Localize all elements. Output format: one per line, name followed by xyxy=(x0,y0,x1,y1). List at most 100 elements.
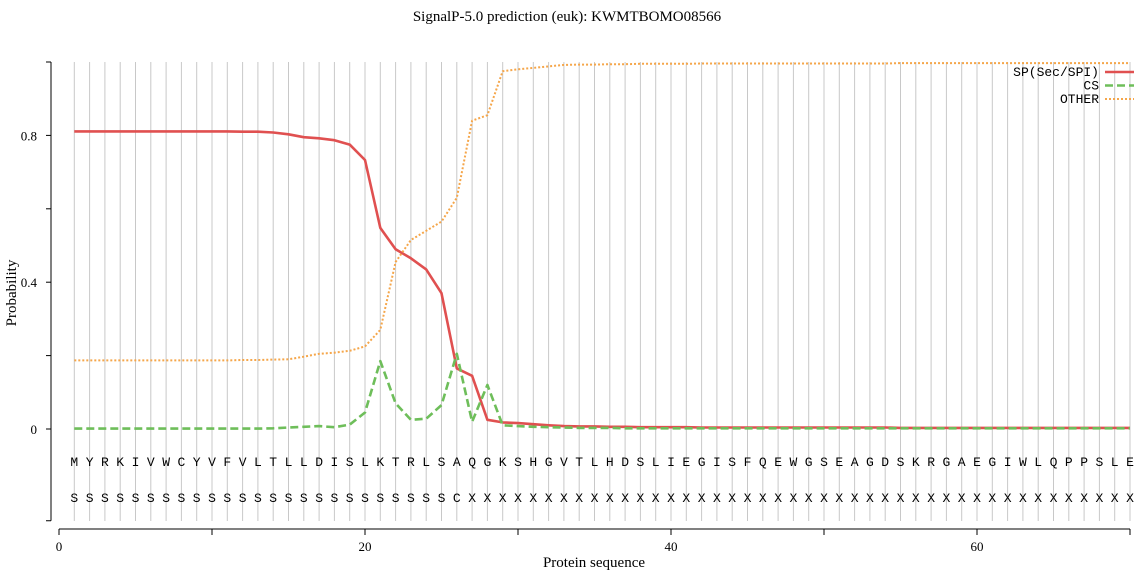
sequence-letter: Q xyxy=(759,455,767,470)
label-letter: X xyxy=(560,491,568,506)
label-letter: X xyxy=(529,491,537,506)
label-letter: S xyxy=(193,491,201,506)
label-letter: X xyxy=(652,491,660,506)
label-letter: S xyxy=(361,491,369,506)
sequence-letter: S xyxy=(820,455,828,470)
sequence-letter: A xyxy=(958,455,966,470)
x-axis-title: Protein sequence xyxy=(543,555,645,571)
sequence-letter: S xyxy=(1095,455,1103,470)
label-letter: X xyxy=(866,491,874,506)
label-letter: X xyxy=(789,491,797,506)
label-letter: X xyxy=(759,491,767,506)
label-letter: X xyxy=(591,491,599,506)
sequence-letter: V xyxy=(239,455,247,470)
sequence-letter: E xyxy=(774,455,782,470)
sequence-letter: W xyxy=(162,455,170,470)
sequence-letter: I xyxy=(667,455,675,470)
label-letter: X xyxy=(545,491,553,506)
label-letter: X xyxy=(897,491,905,506)
label-letter: X xyxy=(1019,491,1027,506)
label-letter: X xyxy=(744,491,752,506)
series-line-other xyxy=(74,62,1130,362)
label-letter: X xyxy=(713,491,721,506)
sequence-letter: A xyxy=(453,455,461,470)
label-letter: S xyxy=(407,491,415,506)
label-letter: S xyxy=(392,491,400,506)
label-letter: X xyxy=(1034,491,1042,506)
sequence-letter: K xyxy=(499,455,507,470)
label-letter: S xyxy=(86,491,94,506)
sequence-letter: W xyxy=(1019,455,1027,470)
label-letter: S xyxy=(162,491,170,506)
sequence-letter: G xyxy=(866,455,874,470)
label-letter: S xyxy=(132,491,140,506)
y-axis-title: Probability xyxy=(4,259,20,326)
label-letter: X xyxy=(805,491,813,506)
label-letter: X xyxy=(606,491,614,506)
label-letter: X xyxy=(1065,491,1073,506)
label-letter: X xyxy=(636,491,644,506)
sequence-letter: H xyxy=(529,455,537,470)
sequence-letter: L xyxy=(300,455,308,470)
label-letter: X xyxy=(499,491,507,506)
sequence-letter: L xyxy=(361,455,369,470)
label-letter: S xyxy=(70,491,78,506)
sequence-letter: R xyxy=(101,455,109,470)
label-letter: S xyxy=(285,491,293,506)
label-letter: X xyxy=(1095,491,1103,506)
sequence-letter: G xyxy=(942,455,950,470)
sequence-letter: S xyxy=(346,455,354,470)
sequence-letter: L xyxy=(422,455,430,470)
x-tick-label: 20 xyxy=(359,539,372,554)
sequence-letter: V xyxy=(560,455,568,470)
label-letter: S xyxy=(177,491,185,506)
label-letter: C xyxy=(453,491,461,506)
sequence-letter: S xyxy=(514,455,522,470)
label-letter: X xyxy=(774,491,782,506)
label-letter: X xyxy=(835,491,843,506)
sequence-letter: I xyxy=(713,455,721,470)
label-letter: X xyxy=(621,491,629,506)
label-letter: S xyxy=(147,491,155,506)
label-letter: X xyxy=(851,491,859,506)
label-letter: S xyxy=(300,491,308,506)
label-letter: X xyxy=(958,491,966,506)
sequence-letter: L xyxy=(652,455,660,470)
label-letter: X xyxy=(820,491,828,506)
label-letter: X xyxy=(1004,491,1012,506)
sequence-letter: G xyxy=(483,455,491,470)
sequence-letter: G xyxy=(698,455,706,470)
label-letter: X xyxy=(667,491,675,506)
label-letter: X xyxy=(698,491,706,506)
sequence-letter: S xyxy=(897,455,905,470)
label-letter: X xyxy=(988,491,996,506)
label-letter: X xyxy=(483,491,491,506)
label-letter: S xyxy=(330,491,338,506)
y-axis: 0 0.4 0.8 xyxy=(21,61,52,522)
label-letter: X xyxy=(1111,491,1119,506)
sequence-letter: S xyxy=(438,455,446,470)
legend-label: SP(Sec/SPI) xyxy=(1013,65,1099,80)
label-letter: X xyxy=(682,491,690,506)
label-letter: S xyxy=(315,491,323,506)
x-axis: 0 20 40 60 xyxy=(56,528,1131,554)
y-tick-label: 0.4 xyxy=(21,275,38,290)
label-letter: X xyxy=(881,491,889,506)
label-letter: X xyxy=(973,491,981,506)
label-letter: X xyxy=(468,491,476,506)
sequence-letter: D xyxy=(881,455,889,470)
sequence-letter: S xyxy=(636,455,644,470)
sequence-letter: I xyxy=(330,455,338,470)
label-letter: X xyxy=(1126,491,1134,506)
label-letter: S xyxy=(101,491,109,506)
label-letter: S xyxy=(223,491,231,506)
sequence-letter: Y xyxy=(86,455,94,470)
sequence-letter: V xyxy=(147,455,155,470)
sequence-letter: E xyxy=(1126,455,1134,470)
series-line-cs xyxy=(74,352,1130,430)
sequence-letter: K xyxy=(376,455,384,470)
label-letter: S xyxy=(116,491,124,506)
series-line-sp-sec-spi xyxy=(74,130,1130,430)
